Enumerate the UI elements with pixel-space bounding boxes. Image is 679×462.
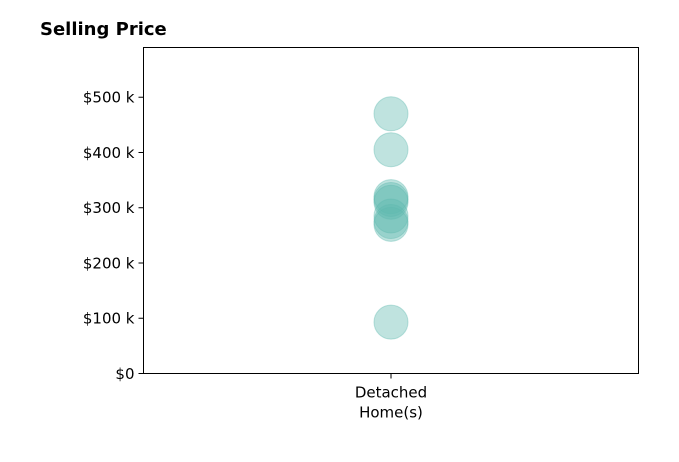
y-tick-label: $500 k xyxy=(83,89,135,107)
x-tick-label: Detached Home(s) xyxy=(355,384,427,422)
chart-title: Selling Price xyxy=(40,19,167,40)
data-point xyxy=(373,198,409,234)
data-points xyxy=(373,96,409,340)
y-tick-label: $0 xyxy=(115,365,134,383)
data-point xyxy=(373,304,409,340)
data-point xyxy=(373,184,409,220)
data-point xyxy=(373,206,409,242)
data-point xyxy=(373,96,409,132)
y-tick-label: $400 k xyxy=(83,144,135,162)
y-tick-label: $100 k xyxy=(83,310,135,328)
data-point xyxy=(373,204,409,240)
y-axis: $0 $100 k $200 k $300 k $400 k $500 k xyxy=(83,89,144,383)
x-axis: Detached Home(s) xyxy=(355,373,427,422)
data-point xyxy=(373,179,409,215)
data-point xyxy=(373,132,409,168)
y-tick-label: $200 k xyxy=(83,254,135,272)
data-point xyxy=(373,181,409,217)
y-tick-label: $300 k xyxy=(83,199,135,217)
